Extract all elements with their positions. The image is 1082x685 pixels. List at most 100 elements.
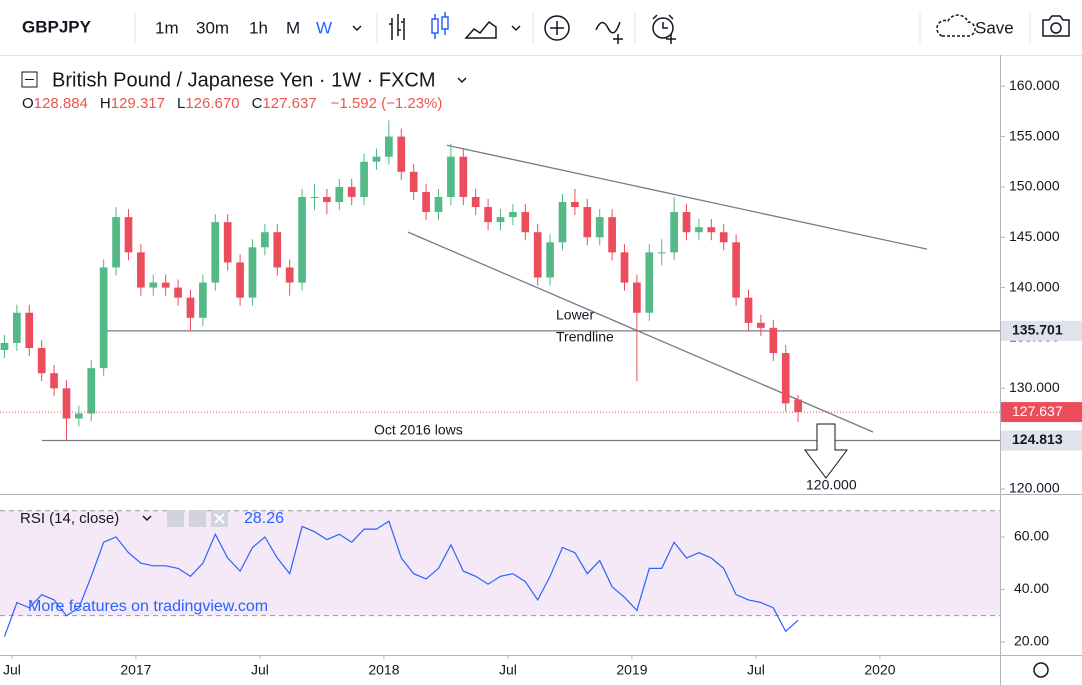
candle-body bbox=[620, 252, 629, 283]
rsi-remove-x bbox=[214, 513, 225, 524]
candle-body bbox=[285, 267, 294, 283]
y-tick-label: 160.000 bbox=[1009, 77, 1060, 93]
candle-body bbox=[744, 297, 753, 323]
snapshot-icon[interactable] bbox=[1042, 15, 1070, 37]
rsi-value: 28.26 bbox=[244, 510, 284, 527]
rsi-settings[interactable] bbox=[189, 510, 206, 527]
rsi-menu[interactable] bbox=[142, 515, 152, 522]
x-tick-label: Jul bbox=[499, 662, 517, 678]
candle-body bbox=[521, 212, 530, 233]
candle-body bbox=[409, 171, 418, 192]
interval-active[interactable]: W bbox=[316, 18, 332, 37]
interval[interactable]: 1m bbox=[155, 18, 179, 37]
candle-body bbox=[37, 348, 46, 374]
area-icon[interactable] bbox=[464, 20, 497, 39]
candle-body bbox=[0, 342, 9, 351]
candle-body bbox=[695, 227, 703, 233]
alert-icon[interactable] bbox=[652, 17, 674, 39]
candle-body bbox=[781, 353, 790, 404]
annotation: Lower bbox=[556, 307, 594, 323]
trendline bbox=[446, 144, 928, 250]
candle-body bbox=[124, 217, 133, 253]
candle-body bbox=[707, 227, 716, 233]
collapse-icon[interactable] bbox=[21, 71, 38, 88]
bars-icon[interactable] bbox=[389, 14, 405, 40]
candle-body bbox=[422, 191, 430, 213]
toolbar bbox=[0, 0, 1082, 55]
style-menu[interactable] bbox=[511, 25, 521, 32]
candle-body bbox=[558, 202, 567, 243]
compare-icon[interactable] bbox=[544, 15, 570, 41]
save-icon[interactable] bbox=[936, 14, 976, 37]
rsi-visibility[interactable] bbox=[167, 510, 184, 527]
rsi-band bbox=[0, 510, 1000, 616]
x-tick-label: Jul bbox=[3, 662, 21, 678]
candle-body bbox=[13, 312, 21, 343]
x-tick-label: 2020 bbox=[864, 662, 895, 678]
candle-body bbox=[732, 242, 740, 298]
title-menu[interactable] bbox=[457, 77, 467, 84]
candle-body bbox=[459, 156, 468, 197]
legend-label: C bbox=[252, 95, 263, 112]
candle-body bbox=[137, 252, 145, 288]
settings-icon[interactable] bbox=[1033, 662, 1049, 678]
candle-body bbox=[347, 186, 356, 197]
candle-body bbox=[719, 232, 728, 243]
candle-body bbox=[657, 252, 666, 254]
candle-body bbox=[583, 207, 592, 238]
compare-plus bbox=[550, 21, 564, 35]
indicators-icon[interactable] bbox=[595, 21, 623, 44]
level-tag bbox=[1001, 320, 1082, 341]
interval[interactable]: 1h bbox=[249, 18, 268, 37]
candle-body bbox=[323, 196, 331, 203]
last-price-tag bbox=[1001, 402, 1082, 423]
candle-body bbox=[360, 161, 368, 197]
y-tick-label: 155.000 bbox=[1009, 127, 1060, 143]
legend-label: H bbox=[100, 95, 111, 112]
candles-icon[interactable] bbox=[431, 12, 449, 39]
annotation: Trendline bbox=[556, 329, 614, 345]
interval[interactable]: M bbox=[286, 18, 300, 37]
symbol[interactable]: GBPJPY bbox=[22, 17, 92, 36]
trendline bbox=[407, 231, 874, 433]
save-button[interactable]: Save bbox=[975, 18, 1014, 37]
candle-body bbox=[533, 232, 542, 278]
candle-body bbox=[248, 247, 257, 298]
ohlc-legend: O128.884 H129.317 L126.670 C127.637 −1.592 (… bbox=[22, 95, 442, 112]
rsi-title: RSI (14, close) bbox=[20, 510, 119, 527]
candle-body bbox=[50, 373, 58, 389]
candle-body bbox=[434, 196, 443, 213]
x-tick-label: 2017 bbox=[120, 662, 151, 678]
candle-body bbox=[149, 282, 158, 288]
price-pane: 120.000125.000130.000135.000140.000145.0… bbox=[0, 77, 1082, 496]
candle-body bbox=[236, 262, 244, 298]
candle-body bbox=[261, 232, 269, 248]
legend-value: 127.637 bbox=[262, 95, 316, 112]
candle-body bbox=[633, 282, 641, 313]
y-tick-label: 140.000 bbox=[1009, 278, 1060, 294]
level-tag-label: 124.813 bbox=[1012, 431, 1063, 447]
x-tick-label: Jul bbox=[747, 662, 765, 678]
candle-body bbox=[682, 212, 691, 233]
interval-menu[interactable] bbox=[352, 25, 362, 32]
level-tag bbox=[1001, 430, 1082, 451]
legend-value: 129.317 bbox=[111, 95, 165, 112]
y-tick-label: 40.00 bbox=[1014, 580, 1049, 596]
candle-body bbox=[211, 222, 220, 283]
interval[interactable]: 30m bbox=[196, 18, 229, 37]
candle-body bbox=[496, 217, 505, 223]
candle-body bbox=[670, 212, 678, 253]
y-tick-label: 120.000 bbox=[1009, 480, 1060, 496]
chart-title: British Pound / Japanese Yen · 1W · FXCM bbox=[52, 69, 436, 91]
legend-change: −1.592 (−1.23%) bbox=[331, 95, 443, 112]
annotation: Oct 2016 lows bbox=[374, 422, 463, 438]
candle-body bbox=[447, 156, 455, 197]
legend-label: O bbox=[22, 95, 34, 112]
candle-body bbox=[174, 287, 182, 298]
candle-body bbox=[372, 156, 381, 162]
rsi-line bbox=[3, 520, 799, 637]
candle-body bbox=[385, 136, 393, 157]
candle-body bbox=[484, 207, 492, 223]
candle-body bbox=[757, 322, 765, 328]
